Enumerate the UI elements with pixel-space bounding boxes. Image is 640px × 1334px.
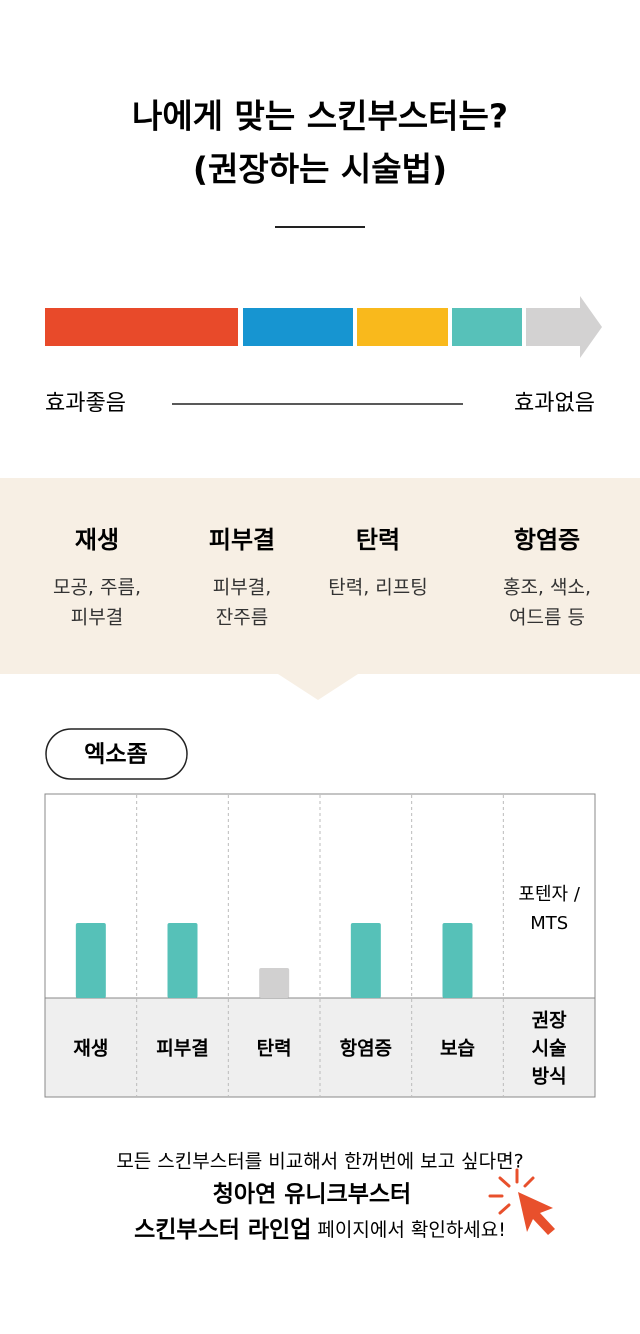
cursor-burst <box>488 1168 535 1215</box>
footer-line: 모든 스킨부스터를 비교해서 한꺼번에 보고 싶다면? <box>116 1151 523 1173</box>
corner-label: 시술 <box>532 1038 567 1060</box>
effect-desc: 잔주름 <box>216 607 268 629</box>
chart-frame <box>44 793 596 1098</box>
bar <box>350 923 381 998</box>
effect-name: 재생 <box>75 526 119 554</box>
title: 나에게 맞는 스킨부스터는? <box>132 97 508 136</box>
tag-label: 엑소좀 <box>84 742 147 768</box>
effect-scale <box>45 296 602 358</box>
bar <box>75 923 106 998</box>
scale-arrow <box>526 296 602 358</box>
effect-name: 탄력 <box>356 526 400 554</box>
scale-segment <box>45 308 238 346</box>
method-label: MTS <box>530 913 568 934</box>
effect-name: 항염증 <box>514 526 580 554</box>
scale-segment <box>357 308 448 346</box>
effect-desc: 홍조, 색소, <box>503 577 591 599</box>
corner-label: 권장 <box>532 1010 567 1032</box>
tag-pill <box>45 728 188 780</box>
x-label: 보습 <box>440 1038 475 1060</box>
footer-line: 스킨부스터 라인업 페이지에서 확인하세요! <box>134 1217 506 1243</box>
scale-left-label: 효과좋음 <box>45 391 126 416</box>
x-label: 항염증 <box>340 1038 392 1060</box>
effect-desc: 모공, 주름, <box>53 577 141 599</box>
footer-bold: 스킨부스터 라인업 <box>134 1217 311 1243</box>
method-label: 포텐자 / <box>518 884 580 905</box>
x-label: 재생 <box>73 1038 108 1060</box>
effect-desc: 탄력, 리프팅 <box>328 577 427 599</box>
effect-name: 피부결 <box>209 526 275 554</box>
scale-segment <box>452 308 522 346</box>
cursor-icon <box>518 1192 555 1235</box>
bar <box>167 923 198 998</box>
effect-desc: 피부결 <box>71 607 123 629</box>
scale-segment <box>243 308 353 346</box>
bar <box>259 968 290 998</box>
footer-text: 페이지에서 확인하세요! <box>311 1219 506 1241</box>
effects-panel <box>0 478 640 700</box>
corner-label: 방식 <box>532 1066 567 1088</box>
footer-line: 청아연 유니크부스터 <box>213 1182 411 1208</box>
x-label: 탄력 <box>257 1038 292 1060</box>
x-label: 피부결 <box>156 1038 208 1060</box>
subtitle: (권장하는 시술법) <box>193 150 447 189</box>
effect-desc: 여드름 등 <box>509 607 585 629</box>
effect-desc: 피부결, <box>213 577 271 599</box>
scale-right-label: 효과없음 <box>514 391 595 416</box>
bar <box>442 923 473 998</box>
